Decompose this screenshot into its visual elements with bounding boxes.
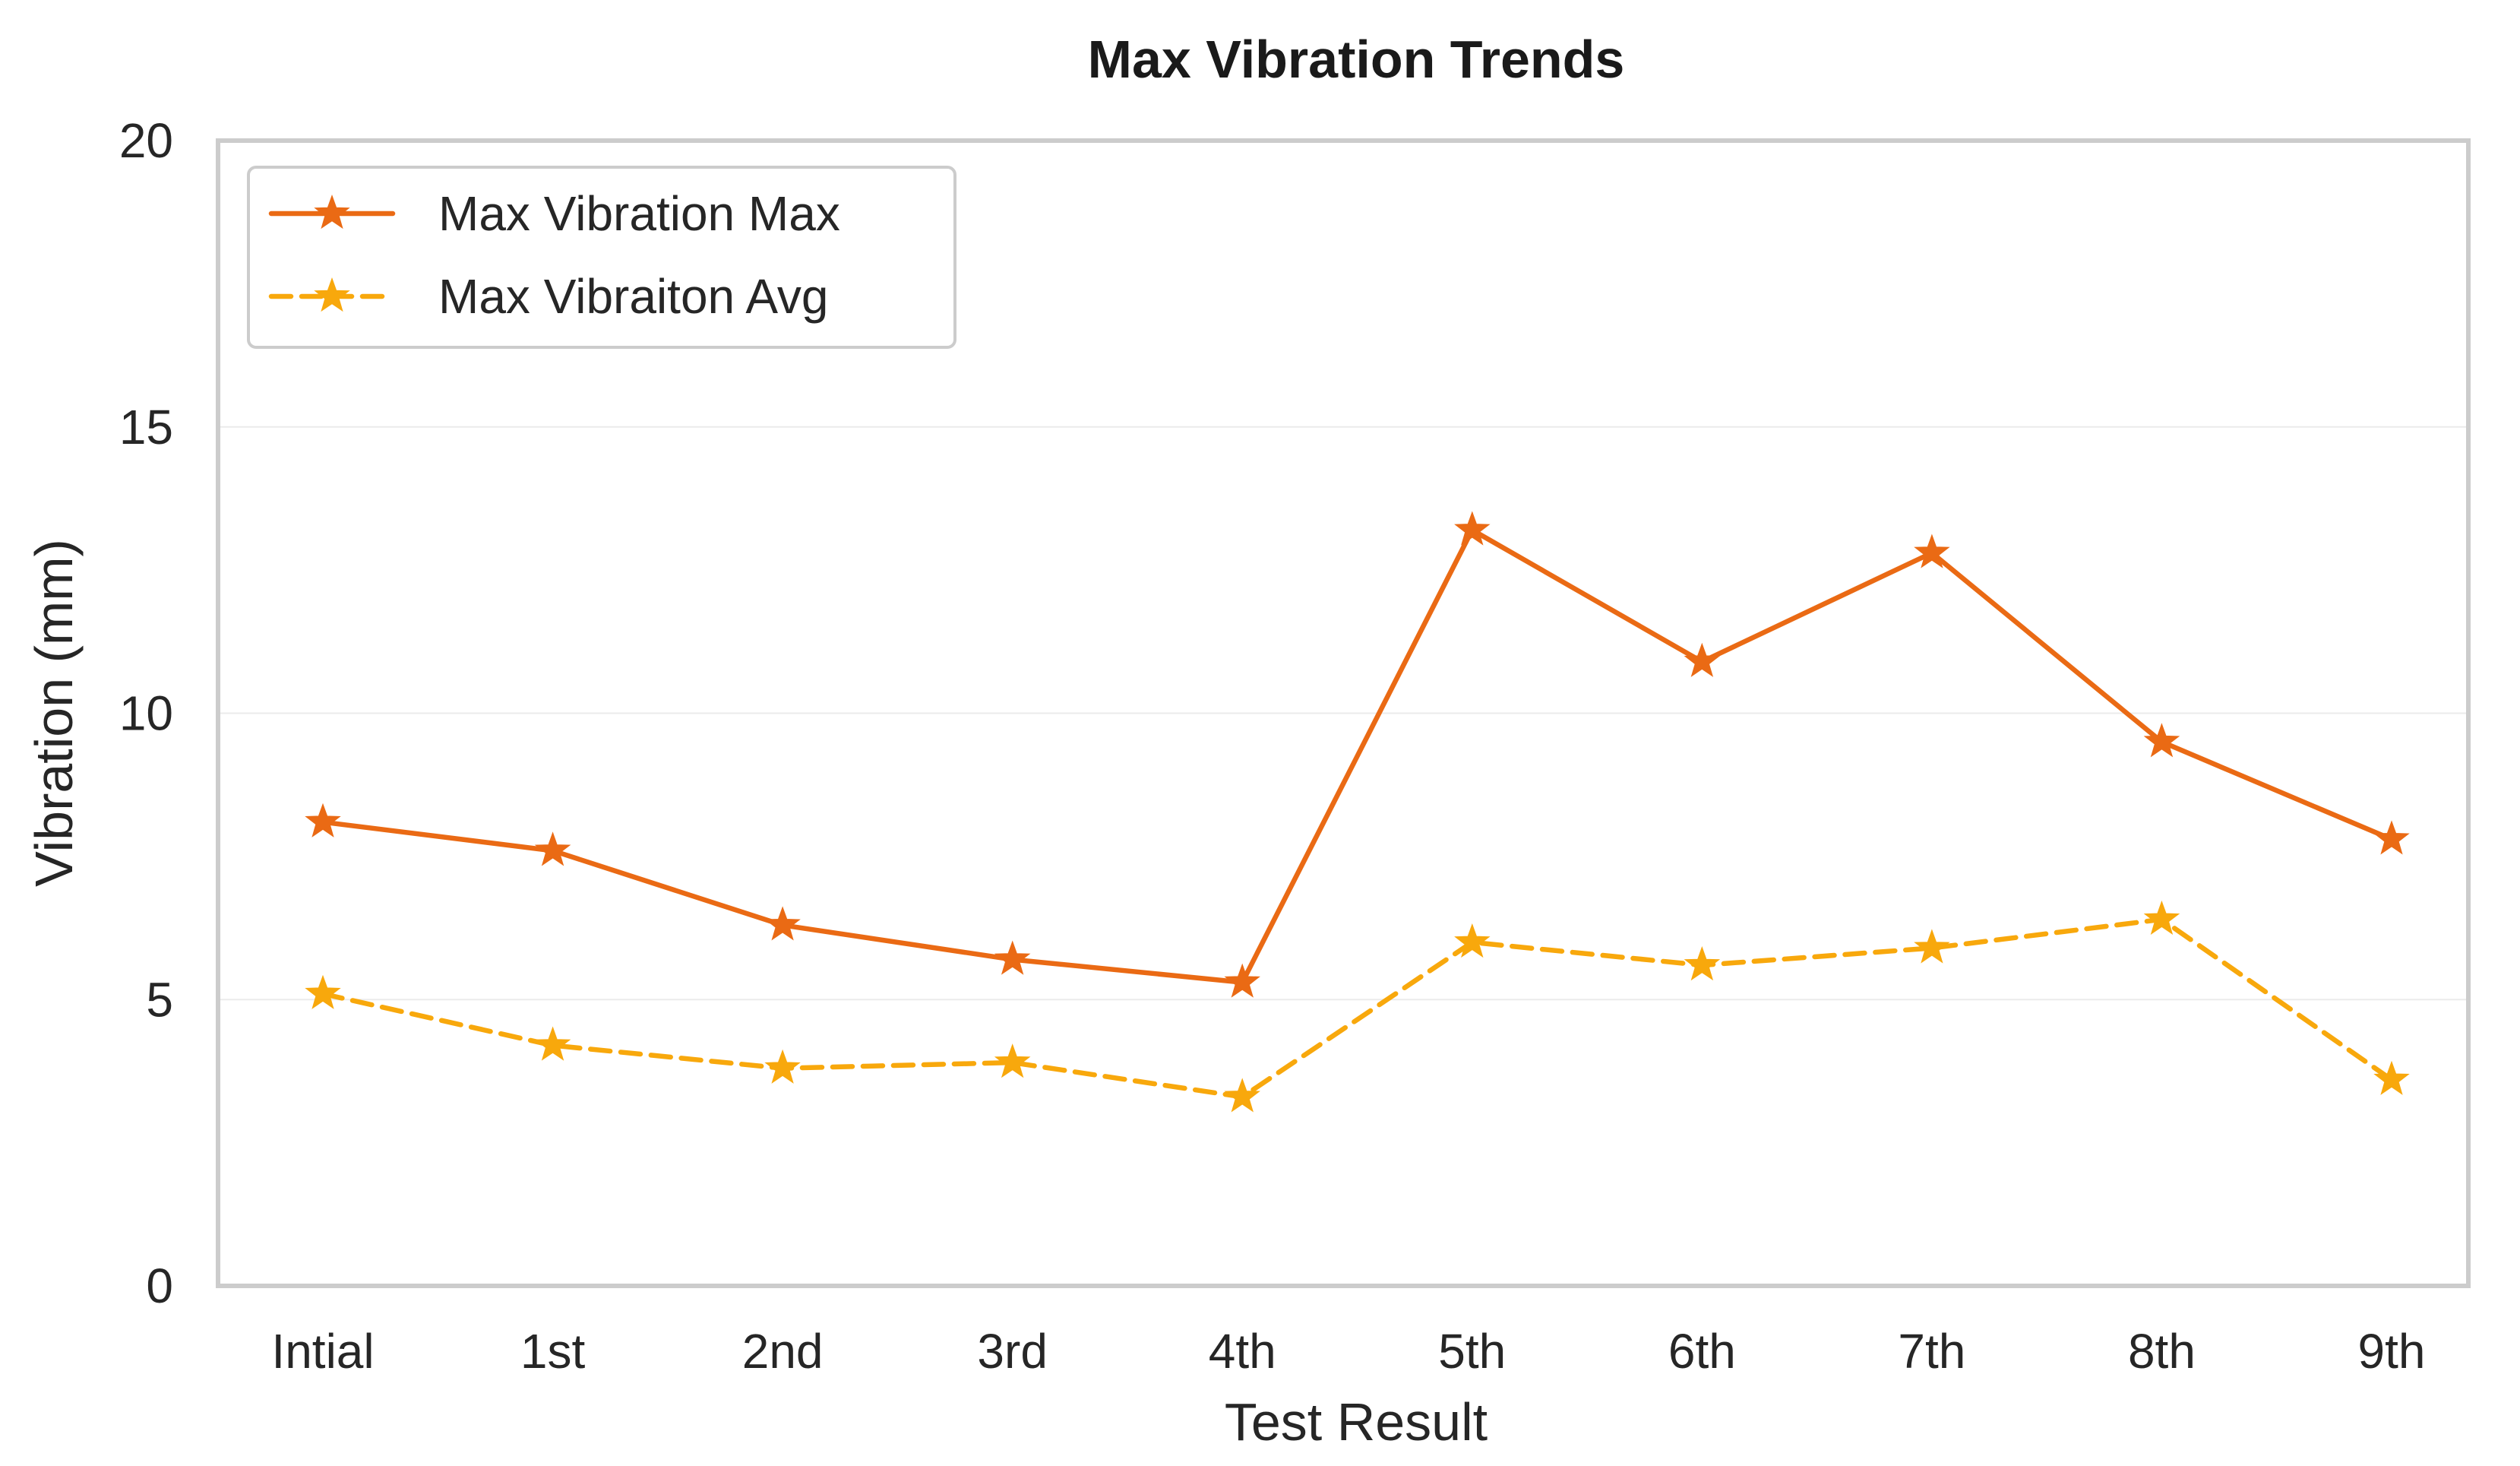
data-point-marker <box>2373 1060 2410 1095</box>
legend-box <box>247 166 956 349</box>
x-tick-label: 3rd <box>977 1324 1048 1379</box>
x-tick-label: 4th <box>1209 1324 1276 1379</box>
x-tick-label: Intial <box>271 1324 374 1379</box>
series-layer <box>305 511 2410 1113</box>
data-point-marker <box>534 831 571 866</box>
data-point-marker <box>1684 642 1721 677</box>
y-axis-label: Vibration (mm) <box>24 539 84 887</box>
data-point-marker <box>1224 963 1260 998</box>
data-point-marker <box>1454 923 1491 958</box>
legend-label: Max Vibraiton Avg <box>438 269 829 324</box>
data-point-marker <box>1684 946 1721 981</box>
legend-star-marker <box>314 277 350 312</box>
series-line <box>320 527 2395 985</box>
data-point-marker <box>534 1026 571 1061</box>
data-point-marker <box>994 940 1031 975</box>
x-tick-label: 5th <box>1438 1324 1506 1379</box>
grid-lines <box>218 426 2468 1001</box>
x-tick-label: 7th <box>1898 1324 1965 1379</box>
legend-label: Max Vibration Max <box>438 186 840 241</box>
data-point-marker <box>764 906 801 941</box>
y-axis-ticks: 0 5 10 15 20 <box>119 113 173 1313</box>
data-point-marker <box>305 974 341 1009</box>
data-point-marker <box>305 803 341 837</box>
legend-star-marker <box>314 195 350 230</box>
legend-item: Max Vibraiton Avg <box>268 269 829 324</box>
x-tick-label: 2nd <box>742 1324 824 1379</box>
y-tick-label: 20 <box>119 113 173 168</box>
data-point-marker <box>2143 723 2180 758</box>
x-axis-label: Test Result <box>1225 1392 1488 1452</box>
data-point-marker <box>1454 511 1491 546</box>
data-point-marker <box>1914 929 1950 964</box>
x-tick-label: 9th <box>2358 1324 2426 1379</box>
plot-frame <box>216 138 2471 1288</box>
series-2 <box>305 900 2410 1113</box>
y-tick-label: 0 <box>146 1259 173 1313</box>
chart-title: Max Vibration Trends <box>1088 30 1625 89</box>
legend-item: Max Vibration Max <box>268 186 840 241</box>
series-line <box>320 917 2395 1100</box>
y-tick-label: 5 <box>146 972 173 1027</box>
x-tick-label: 1st <box>520 1324 586 1379</box>
x-tick-label: 6th <box>1668 1324 1736 1379</box>
x-tick-label: 8th <box>2128 1324 2196 1379</box>
data-point-marker <box>1224 1078 1260 1113</box>
data-point-marker <box>764 1049 801 1084</box>
data-point-marker <box>1914 534 1950 568</box>
series-1 <box>305 511 2410 998</box>
x-axis-ticks: Intial 1st 2nd 3rd 4th 5th 6th 7th 8th 9th <box>271 1324 2425 1379</box>
y-tick-label: 10 <box>119 686 173 741</box>
y-tick-label: 15 <box>119 400 173 454</box>
data-point-marker <box>2143 900 2180 935</box>
data-point-marker <box>994 1043 1031 1078</box>
data-point-marker <box>2373 820 2410 855</box>
legend: Max Vibration Max Max Vibraiton Avg <box>247 166 956 349</box>
